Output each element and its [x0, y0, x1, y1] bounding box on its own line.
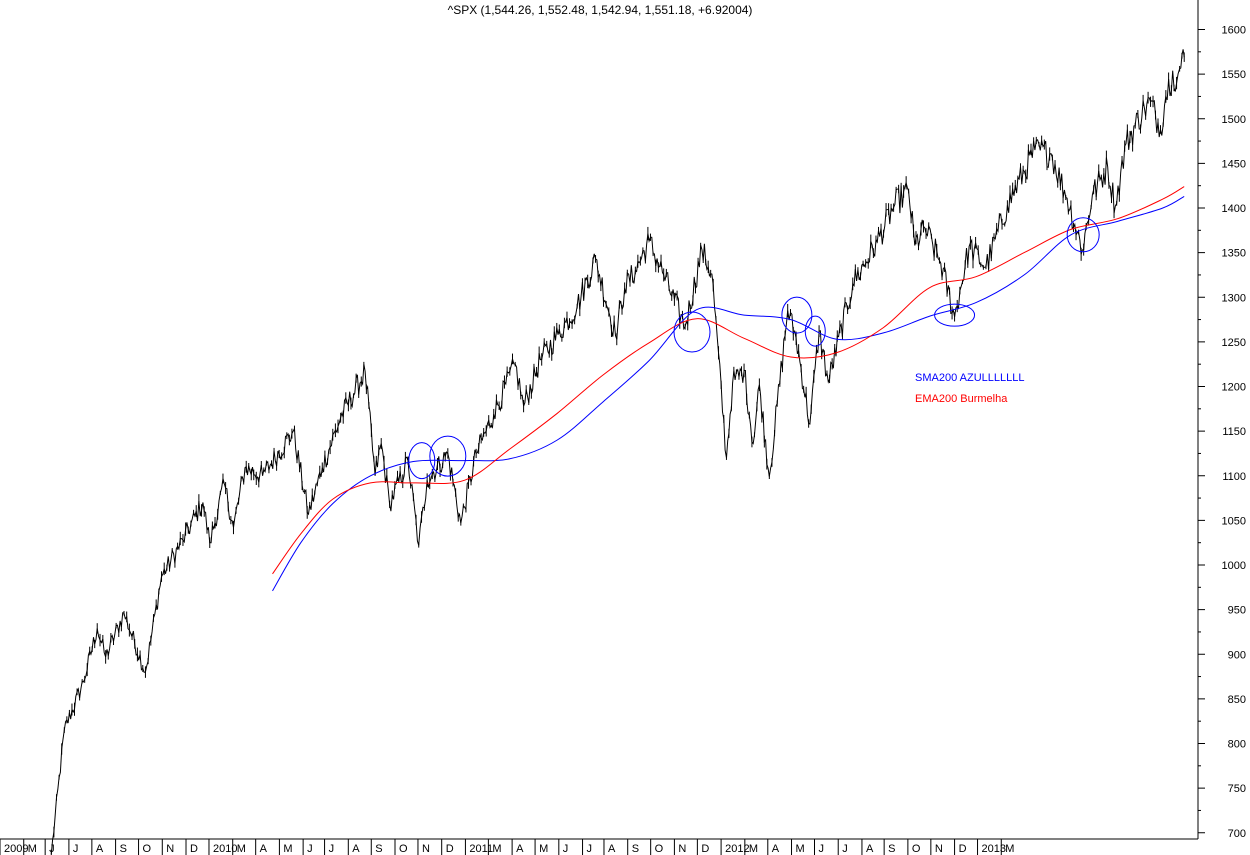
x-tick-label: A — [866, 843, 874, 855]
x-tick-label: D — [446, 843, 454, 855]
x-tick-label: J — [329, 843, 335, 855]
x-tick-label: M — [749, 843, 758, 855]
x-tick-label: 2012 — [725, 843, 749, 855]
x-axis: 2009 M J J A S O N D 2010 M A M J J A S O N D 2011 M A M J J A S O N D… — [0, 839, 1014, 855]
y-tick-label: 1500 — [1222, 114, 1246, 126]
x-tick-label: M — [283, 843, 292, 855]
annotation-circle — [429, 435, 467, 477]
y-tick-label: 1350 — [1222, 248, 1246, 260]
ema200-series — [272, 186, 1185, 575]
x-tick-label: A — [96, 843, 104, 855]
x-tick-label: N — [422, 843, 430, 855]
annotation-circles — [408, 217, 1100, 480]
y-tick-label: 1250 — [1222, 337, 1246, 349]
y-tick-label: 850 — [1228, 694, 1246, 706]
x-tick-label: M — [1005, 843, 1014, 855]
x-tick-label: J — [563, 843, 569, 855]
annotation-circle — [408, 442, 436, 480]
x-tick-label: M — [796, 843, 805, 855]
x-tick-label: N — [935, 843, 943, 855]
price-series — [50, 49, 1185, 855]
x-tick-label: A — [772, 843, 780, 855]
x-tick-label: O — [143, 843, 152, 855]
x-tick-label: D — [190, 843, 198, 855]
x-tick-label: J — [842, 843, 848, 855]
y-axis: 1600 1550 1500 1450 1400 1350 1300 1250 1200 1150… — [1198, 25, 1246, 840]
y-tick-label: 700 — [1228, 828, 1246, 840]
x-tick-label: J — [587, 843, 593, 855]
x-tick-label: S — [375, 843, 382, 855]
annotation-circle — [1066, 217, 1100, 253]
legend-sma200: SMA200 AZULLLLLLL — [915, 372, 1024, 384]
x-tick-label: O — [655, 843, 664, 855]
x-tick-label: D — [701, 843, 709, 855]
chart-title: ^SPX (1,544.26, 1,552.48, 1,542.94, 1,55… — [448, 3, 753, 17]
x-tick-label: A — [260, 843, 268, 855]
annotation-circle — [781, 296, 813, 334]
x-tick-label: 2010 — [213, 843, 237, 855]
x-tick-label: O — [399, 843, 408, 855]
x-tick-label: M — [539, 843, 548, 855]
x-tick-label: N — [166, 843, 174, 855]
y-tick-label: 1400 — [1222, 203, 1246, 215]
x-tick-label: D — [959, 843, 967, 855]
x-tick-label: J — [307, 843, 313, 855]
y-tick-label: 1300 — [1222, 292, 1246, 304]
y-tick-label: 1600 — [1222, 25, 1246, 37]
x-tick-label: A — [608, 843, 616, 855]
x-tick-label: N — [678, 843, 686, 855]
x-tick-label: 2013 — [982, 843, 1006, 855]
x-tick-label: A — [352, 843, 360, 855]
x-tick-label: S — [888, 843, 895, 855]
x-tick-label: M — [492, 843, 501, 855]
x-tick-label: J — [818, 843, 824, 855]
y-tick-label: 900 — [1228, 649, 1246, 661]
y-tick-label: 950 — [1228, 605, 1246, 617]
sma200-line — [272, 195, 1185, 592]
x-tick-label: 2011 — [469, 843, 493, 855]
x-tick-label: 2009 — [4, 843, 28, 855]
y-tick-label: 1200 — [1222, 382, 1246, 394]
y-tick-label: 1000 — [1222, 560, 1246, 572]
legend-ema200: EMA200 Burmelha — [915, 393, 1008, 405]
x-tick-label: O — [912, 843, 921, 855]
annotation-circle — [934, 303, 976, 327]
y-tick-label: 1100 — [1222, 471, 1246, 483]
y-tick-label: 1150 — [1222, 426, 1246, 438]
x-tick-label: M — [28, 843, 37, 855]
y-tick-label: 1450 — [1222, 158, 1246, 170]
y-tick-label: 1050 — [1222, 515, 1246, 527]
y-tick-label: 750 — [1228, 783, 1246, 795]
x-tick-label: S — [120, 843, 127, 855]
x-tick-label: S — [632, 843, 639, 855]
y-tick-label: 1550 — [1222, 69, 1246, 81]
y-tick-label: 800 — [1228, 739, 1246, 751]
annotation-circle — [673, 311, 711, 353]
annotation-circle — [804, 315, 826, 347]
x-tick-label: J — [73, 843, 79, 855]
x-tick-label: A — [516, 843, 524, 855]
sma200-series — [272, 195, 1185, 592]
x-tick-label: M — [237, 843, 246, 855]
ema200-line — [272, 186, 1185, 575]
